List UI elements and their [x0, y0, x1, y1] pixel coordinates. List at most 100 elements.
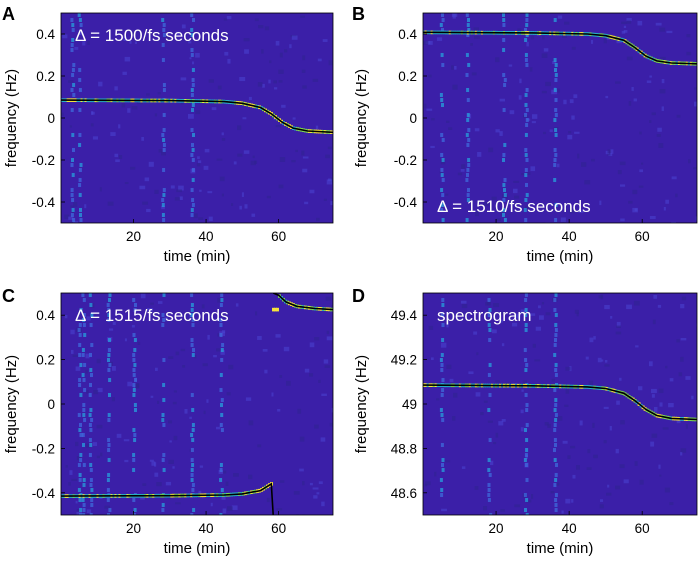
- heatmap-noise-cell: [293, 491, 300, 495]
- heatmap-streak-cell: [439, 408, 443, 412]
- heatmap-noise-cell: [474, 128, 480, 132]
- heatmap-noise-cell: [161, 205, 165, 210]
- heatmap-noise-cell: [518, 95, 522, 100]
- heatmap-noise-cell: [255, 311, 258, 316]
- heatmap-streak-cell: [108, 298, 111, 302]
- heatmap-streak-cell: [107, 358, 110, 362]
- heatmap-streak-cell: [554, 503, 558, 507]
- heatmap-noise-cell: [173, 390, 177, 393]
- panel-a: A 20 40 60 0.4 0.2 0 -0.2 -0.4 time (min) frequen…: [2, 4, 334, 265]
- heatmap-noise-cell: [425, 481, 431, 486]
- heatmap-noise-cell: [317, 58, 322, 62]
- heatmap-noise-cell: [210, 502, 213, 507]
- y-tick-label: 0.2: [36, 353, 55, 368]
- panel-d: D 20 40 60 49.4 49.2 49 48.8 48.6 time (min) freq…: [352, 286, 698, 557]
- heatmap-streak-cell: [162, 23, 166, 27]
- heatmap-noise-cell: [299, 436, 305, 442]
- heatmap-noise-cell: [266, 195, 271, 199]
- heatmap-streak-cell: [220, 428, 224, 432]
- heatmap-noise-cell: [637, 20, 643, 26]
- heatmap-streak-cell: [487, 298, 491, 302]
- heatmap-noise-cell: [486, 301, 491, 306]
- heatmap-streak-cell: [525, 438, 529, 442]
- heatmap-noise-cell: [632, 189, 638, 195]
- x-tick-label: 60: [271, 521, 286, 536]
- heatmap-noise-cell: [501, 419, 506, 422]
- heatmap-streak-cell: [220, 488, 224, 492]
- heatmap-streak-cell: [83, 418, 87, 422]
- heatmap-streak-cell: [77, 463, 81, 467]
- heatmap-streak-cell: [71, 208, 75, 212]
- heatmap-streak-cell: [162, 468, 166, 472]
- heatmap-streak-cell: [77, 328, 81, 332]
- heatmap-noise-cell: [170, 185, 175, 189]
- heatmap-streak-cell: [78, 168, 82, 172]
- heatmap-streak-cell: [162, 423, 166, 427]
- heatmap-noise-cell: [623, 479, 629, 484]
- heatmap-noise-cell: [531, 121, 536, 124]
- heatmap-noise-cell: [573, 94, 578, 99]
- heatmap-streak-cell: [82, 313, 86, 317]
- heatmap-noise-cell: [519, 78, 522, 84]
- heatmap-noise-cell: [567, 134, 573, 140]
- heatmap-streak-cell: [466, 113, 470, 117]
- heatmap-noise-cell: [329, 422, 333, 427]
- heatmap-noise-cell: [97, 387, 103, 393]
- heatmap-noise-cell: [513, 188, 518, 194]
- heatmap-noise-cell: [671, 176, 677, 180]
- heatmap-noise-cell: [512, 322, 518, 327]
- heatmap-streak-cell: [487, 373, 491, 377]
- heatmap-streak-cell: [133, 363, 137, 367]
- heatmap-noise-cell: [220, 350, 225, 355]
- heatmap-streak-cell: [524, 308, 528, 312]
- heatmap-noise-cell: [221, 138, 226, 141]
- heatmap-noise-cell: [664, 487, 671, 493]
- heatmap-noise-cell: [250, 160, 256, 166]
- heatmap-streak-cell: [440, 173, 444, 177]
- heatmap-streak-cell: [190, 128, 194, 132]
- heatmap-noise-cell: [440, 342, 447, 348]
- heatmap-noise-cell: [678, 372, 683, 377]
- heatmap-streak-cell: [190, 458, 194, 462]
- heatmap-streak-cell: [162, 143, 166, 147]
- heatmap-noise-cell: [557, 15, 563, 19]
- heatmap-noise-cell: [130, 166, 136, 170]
- heatmap-noise-cell: [258, 25, 264, 29]
- heatmap-noise-cell: [508, 64, 513, 67]
- heatmap-noise-cell: [292, 117, 296, 120]
- heatmap-noise-cell: [64, 214, 69, 219]
- heatmap-streak-cell: [83, 333, 87, 337]
- panel-annotation: Δ = 1500/fs seconds: [75, 26, 229, 45]
- heatmap-noise-cell: [322, 39, 328, 42]
- heatmap-noise-cell: [529, 67, 533, 72]
- heatmap-streak-cell: [190, 188, 194, 192]
- heatmap-streak-cell: [488, 473, 492, 477]
- heatmap-noise-cell: [564, 404, 569, 407]
- heatmap-streak-cell: [161, 313, 165, 317]
- heatmap-streak-cell: [107, 418, 111, 422]
- heatmap-noise-cell: [448, 127, 453, 130]
- heatmap-streak-cell: [88, 293, 92, 297]
- heatmap-streak-cell: [107, 438, 111, 442]
- heatmap-streak-cell: [524, 28, 527, 32]
- heatmap-noise-cell: [680, 338, 687, 341]
- heatmap-streak-cell: [467, 28, 471, 32]
- heatmap-streak-cell: [132, 498, 136, 502]
- heatmap-noise-cell: [189, 416, 192, 420]
- heatmap-streak-cell: [524, 453, 528, 457]
- heatmap-noise-cell: [601, 359, 604, 362]
- heatmap-noise-cell: [208, 216, 213, 222]
- heatmap-noise-cell: [623, 30, 628, 33]
- heatmap-noise-cell: [309, 373, 314, 377]
- heatmap-noise-cell: [154, 189, 159, 194]
- heatmap-noise-cell: [206, 399, 209, 403]
- heatmap-noise-cell: [331, 305, 333, 310]
- heatmap-noise-cell: [669, 378, 674, 382]
- heatmap-streak-cell: [441, 218, 445, 222]
- heatmap-noise-cell: [296, 514, 300, 515]
- heatmap-streak-cell: [554, 63, 558, 67]
- heatmap-streak-cell: [107, 448, 111, 452]
- heatmap-noise-cell: [275, 40, 280, 46]
- heatmap-streak-cell: [466, 33, 470, 37]
- heatmap-streak-cell: [466, 193, 470, 197]
